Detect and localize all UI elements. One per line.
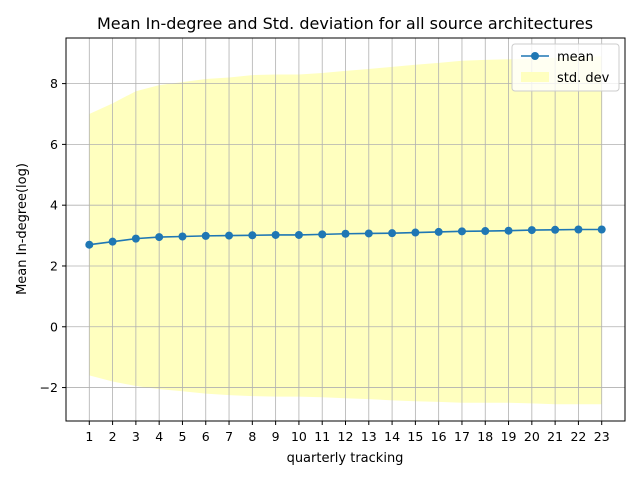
mean-point-13 [364, 229, 373, 238]
y-tick-label-5: 6 [50, 137, 58, 152]
x-tick-label-7: 7 [225, 429, 233, 444]
x-tick-label-22: 22 [570, 429, 586, 444]
x-tick-label-8: 8 [248, 429, 256, 444]
x-axis-label: quarterly tracking [287, 451, 404, 466]
legend-std-label: std. dev [557, 71, 610, 86]
x-tick-label-20: 20 [524, 429, 540, 444]
mean-point-2 [108, 237, 117, 246]
mean-point-20 [527, 226, 536, 235]
y-tick-label-1: −2 [40, 380, 58, 395]
y-tick-label-2: 0 [50, 319, 58, 334]
x-tick-label-13: 13 [361, 429, 377, 444]
x-tick-label-9: 9 [272, 429, 280, 444]
mean-point-6 [201, 231, 210, 240]
x-tick-label-19: 19 [501, 429, 517, 444]
y-tick-label-4: 4 [50, 198, 58, 213]
mean-point-17 [457, 227, 466, 236]
x-tick-label-15: 15 [407, 429, 423, 444]
legend-mean-marker [531, 52, 539, 60]
x-tick-label-10: 10 [291, 429, 307, 444]
x-tick-label-14: 14 [384, 429, 400, 444]
legend-mean-label: mean [557, 50, 594, 65]
x-tick-label-11: 11 [314, 429, 330, 444]
mean-point-5 [178, 232, 187, 241]
mean-point-8 [248, 231, 257, 240]
y-axis-label: Mean In-degree(log) [15, 163, 30, 295]
mean-point-9 [271, 230, 280, 239]
legend-std-swatch [521, 72, 549, 82]
mean-point-14 [388, 229, 397, 238]
mean-point-21 [551, 225, 560, 234]
mean-point-11 [318, 230, 327, 239]
x-tick-label-12: 12 [338, 429, 354, 444]
x-tick-label-1: 1 [85, 429, 93, 444]
x-tick-label-5: 5 [178, 429, 186, 444]
x-tick-label-18: 18 [477, 429, 493, 444]
mean-point-1 [85, 240, 94, 249]
mean-point-22 [574, 225, 583, 234]
x-tick-label-4: 4 [155, 429, 163, 444]
x-tick-label-16: 16 [431, 429, 447, 444]
x-tick-label-17: 17 [454, 429, 470, 444]
y-tick-label-3: 2 [50, 258, 58, 273]
mean-point-16 [434, 227, 443, 236]
x-tick-label-21: 21 [547, 429, 563, 444]
mean-point-10 [294, 230, 303, 239]
mean-point-15 [411, 228, 420, 237]
y-tick-label-6: 8 [50, 76, 58, 91]
x-tick-label-6: 6 [202, 429, 210, 444]
x-tick-label-2: 2 [109, 429, 117, 444]
x-tick-label-23: 23 [594, 429, 610, 444]
mean-point-12 [341, 229, 350, 238]
mean-point-4 [155, 233, 164, 242]
plot-area: 1 2 3 4 5 6 7 8 9 10 11 12 13 14 15 16 17 18 19 20 21 22 23−20… [40, 37, 626, 444]
x-tick-label-3: 3 [132, 429, 140, 444]
mean-point-7 [225, 231, 234, 240]
mean-point-18 [481, 227, 490, 236]
chart-title: Mean In-degree and Std. deviation for al… [97, 14, 593, 33]
mean-point-19 [504, 226, 513, 235]
mean-point-23 [597, 225, 606, 234]
mean-point-3 [131, 234, 140, 243]
